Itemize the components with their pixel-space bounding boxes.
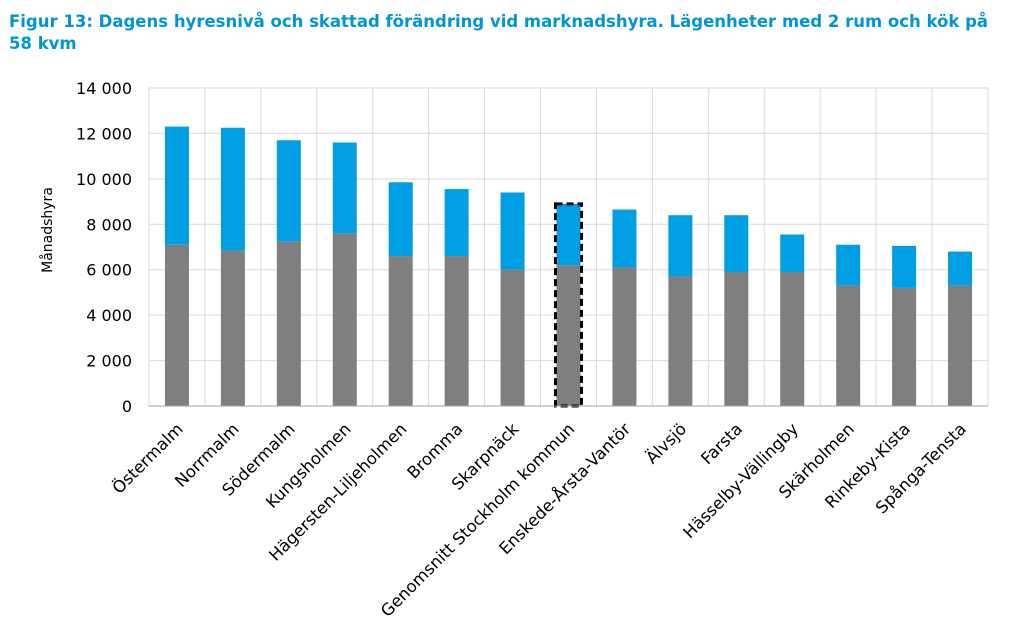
y-tick-label: 10 000 (76, 170, 132, 189)
x-tick-label: Farsta (697, 419, 746, 468)
bar-current-rent (612, 267, 637, 406)
bars (164, 126, 973, 406)
bar-estimated-change (388, 182, 413, 257)
y-tick-label: 14 000 (76, 79, 132, 98)
y-tick-label: 6 000 (86, 261, 132, 280)
bar-current-rent (780, 271, 805, 406)
bar-current-rent (220, 250, 245, 406)
bar-current-rent (836, 285, 861, 406)
bar-current-rent (276, 241, 301, 406)
figure-title: Figur 13: Dagens hyresnivå och skattad f… (9, 12, 989, 53)
bar-current-rent (948, 285, 973, 406)
y-tick-labels: 0 2 000 4 000 6 000 8 000 10 000 12 000 14 000 (76, 79, 132, 416)
bar-estimated-change (892, 245, 917, 288)
bar-current-rent (500, 269, 525, 406)
highlight-dashed-outline (554, 202, 583, 408)
bar-current-rent (724, 271, 749, 406)
bar-estimated-change (556, 203, 581, 266)
bar-estimated-change (164, 126, 189, 245)
bar-estimated-change (948, 251, 973, 286)
bar-current-rent (388, 256, 413, 406)
x-tick-label: Östermalm (109, 419, 187, 497)
bar-current-rent (892, 287, 917, 406)
bar-estimated-change (612, 209, 637, 268)
bar-current-rent (444, 256, 469, 406)
bar-estimated-change (836, 244, 861, 286)
bar-estimated-change (724, 215, 749, 272)
highlight-layer (554, 202, 583, 408)
bar-estimated-change (332, 142, 357, 234)
y-axis-label: Månadshyra (39, 187, 56, 273)
bar-estimated-change (444, 189, 469, 257)
bar-estimated-change (500, 192, 525, 270)
y-tick-label: 12 000 (76, 124, 132, 143)
x-tick-labels: ÖstermalmNorrmalmSödermalmKungsholmenHäg… (109, 419, 970, 621)
y-tick-label: 0 (122, 397, 132, 416)
y-tick-label: 2 000 (86, 352, 132, 371)
bar-current-rent (556, 265, 581, 406)
bar-current-rent (164, 244, 189, 406)
bar-estimated-change (668, 215, 693, 277)
bar-current-rent (668, 276, 693, 406)
y-tick-label: 8 000 (86, 215, 132, 234)
x-tick-label: Älvsjö (642, 419, 690, 467)
y-tick-label: 4 000 (86, 306, 132, 325)
bar-estimated-change (220, 127, 245, 251)
bar-estimated-change (276, 140, 301, 242)
bar-estimated-change (780, 234, 805, 272)
bar-current-rent (332, 233, 357, 406)
